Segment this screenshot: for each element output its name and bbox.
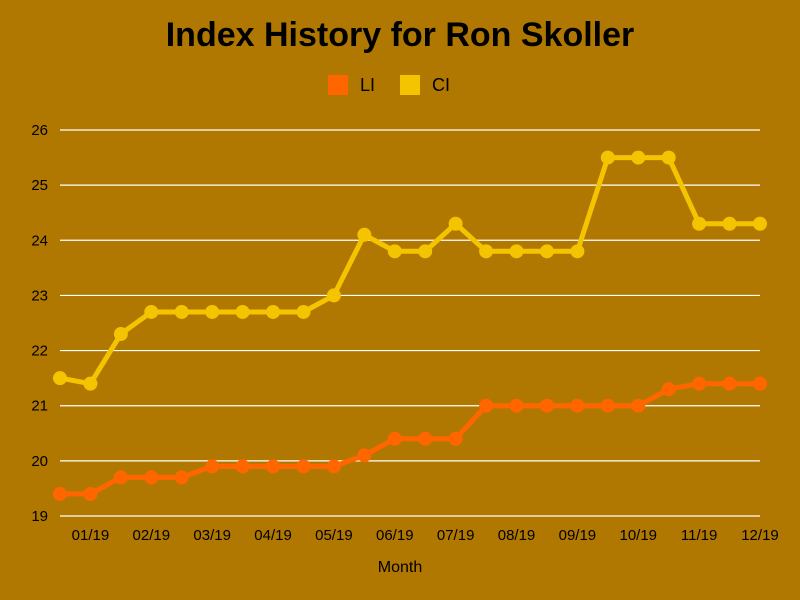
data-point (631, 150, 646, 165)
data-point (144, 304, 159, 319)
data-point (205, 304, 220, 319)
series-line (57, 155, 763, 387)
series-layer (53, 150, 768, 501)
y-axis-ticks: 19 20 21 22 23 24 25 26 (31, 122, 48, 525)
data-point (479, 244, 494, 259)
x-tick-label: 10/19 (619, 527, 657, 544)
data-point (113, 470, 128, 485)
data-point (631, 398, 646, 413)
data-point (692, 216, 707, 231)
data-point (418, 431, 433, 446)
data-point (753, 216, 768, 231)
x-tick-label: 03/19 (193, 527, 231, 544)
legend-item: LI (328, 75, 375, 95)
data-point (357, 448, 372, 463)
data-point (722, 216, 737, 231)
y-tick-label: 23 (31, 287, 48, 304)
data-point (570, 398, 585, 413)
data-point (174, 304, 189, 319)
data-point (83, 376, 98, 391)
data-point (113, 327, 128, 342)
x-tick-label: 01/19 (72, 527, 110, 544)
y-tick-label: 24 (31, 232, 48, 249)
x-tick-label: 09/19 (559, 527, 597, 544)
data-point (418, 244, 433, 259)
data-point (570, 244, 585, 259)
data-point (83, 486, 98, 501)
data-point (479, 398, 494, 413)
data-point (661, 150, 676, 165)
y-tick-label: 21 (31, 398, 48, 415)
data-point (509, 244, 524, 259)
grid (60, 129, 760, 517)
data-point (296, 304, 311, 319)
data-point (205, 459, 220, 474)
data-point (296, 459, 311, 474)
data-point (539, 244, 554, 259)
data-point (266, 459, 281, 474)
data-point (448, 431, 463, 446)
x-axis-label: Month (378, 559, 422, 576)
chart-title: Index History for Ron Skoller (166, 16, 635, 54)
x-tick-label: 04/19 (254, 527, 292, 544)
x-tick-label: 08/19 (498, 527, 536, 544)
data-point (326, 288, 341, 303)
data-point (600, 150, 615, 165)
x-tick-label: 07/19 (437, 527, 475, 544)
legend-swatch (328, 75, 348, 95)
data-point (387, 244, 402, 259)
legend-item: CI (400, 75, 450, 95)
data-point (661, 382, 676, 397)
data-point (266, 304, 281, 319)
data-point (357, 227, 372, 242)
data-point (53, 486, 67, 501)
data-point (326, 459, 341, 474)
data-point (692, 376, 707, 391)
data-point (753, 376, 768, 391)
x-axis-ticks: 01/19 02/19 03/19 04/19 05/19 06/19 07/19 08/19… (72, 527, 779, 544)
data-point (509, 398, 524, 413)
series-line (57, 381, 763, 497)
data-point (53, 371, 67, 386)
legend-label: LI (360, 75, 375, 95)
series-ci (53, 150, 768, 391)
data-point (174, 470, 189, 485)
x-tick-label: 02/19 (133, 527, 171, 544)
data-point (448, 216, 463, 231)
y-tick-label: 20 (31, 453, 48, 470)
x-tick-label: 11/19 (681, 527, 717, 544)
y-tick-label: 19 (31, 508, 48, 525)
data-point (144, 470, 159, 485)
data-point (600, 398, 615, 413)
y-tick-label: 26 (31, 122, 48, 139)
data-point (722, 376, 737, 391)
series-li (53, 376, 768, 501)
data-point (387, 431, 402, 446)
y-tick-label: 25 (31, 177, 48, 194)
legend: LI CI (328, 75, 450, 95)
legend-swatch (400, 75, 420, 95)
y-tick-label: 22 (31, 343, 48, 360)
x-tick-label: 12/19 (741, 527, 779, 544)
legend-label: CI (432, 75, 450, 95)
data-point (235, 304, 250, 319)
x-tick-label: 06/19 (376, 527, 414, 544)
data-point (235, 459, 250, 474)
x-tick-label: 05/19 (315, 527, 353, 544)
data-point (539, 398, 554, 413)
